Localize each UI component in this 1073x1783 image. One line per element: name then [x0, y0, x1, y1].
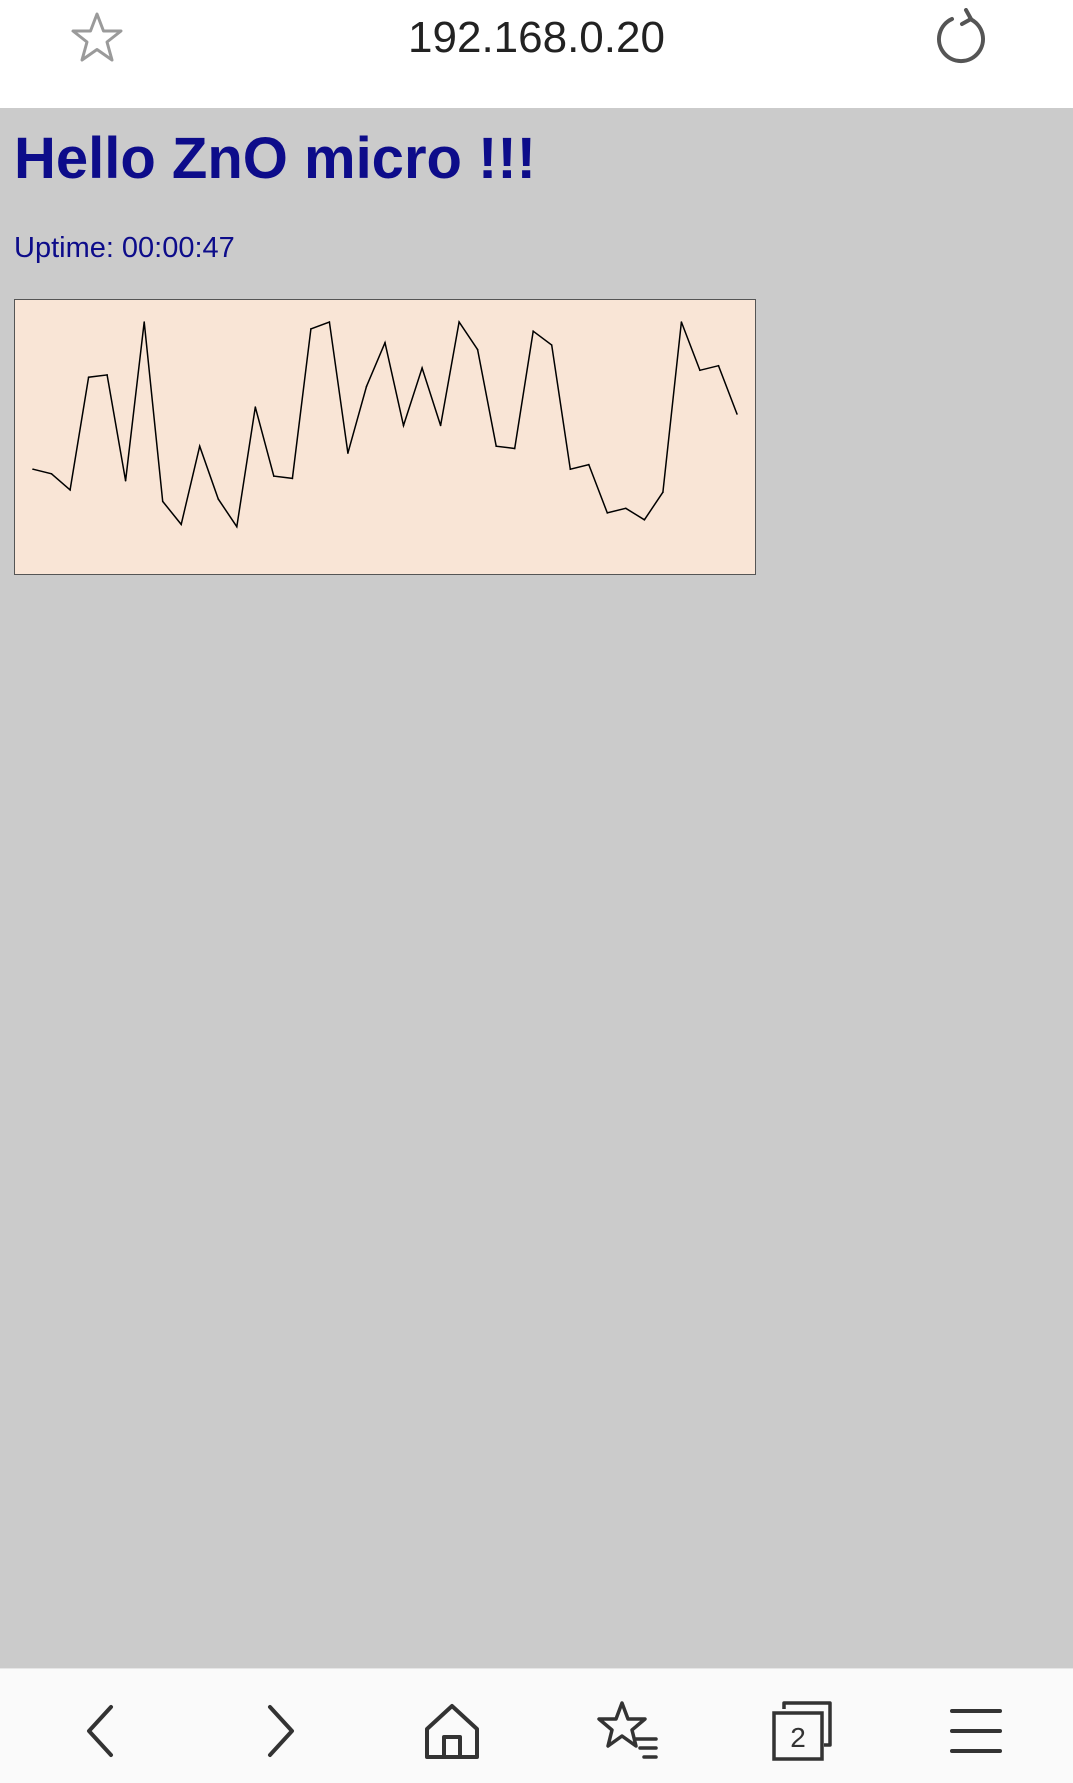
data-point — [736, 413, 738, 415]
data-point — [680, 321, 683, 323]
uptime-label: Uptime: — [14, 232, 114, 264]
data-point — [198, 445, 201, 447]
data-point — [569, 468, 572, 470]
data-point — [606, 512, 609, 514]
data-point — [328, 321, 331, 323]
data-point — [254, 406, 257, 408]
reload-icon[interactable] — [930, 8, 992, 70]
data-point — [32, 468, 34, 470]
data-point — [513, 447, 516, 450]
page-title: Hello ZnO micro !!! — [14, 126, 536, 191]
data-point — [699, 369, 701, 372]
data-point — [476, 348, 479, 351]
data-point — [180, 523, 182, 526]
data-point — [273, 475, 275, 477]
data-point — [662, 491, 664, 493]
data-point — [310, 328, 312, 330]
uptime-value: 00:00:47 — [121, 232, 235, 264]
data-point — [124, 479, 127, 482]
data-point — [402, 424, 405, 427]
data-point — [50, 473, 53, 475]
browser-address-bar: 192.168.0.20 — [0, 0, 1073, 108]
data-point — [143, 321, 145, 323]
data-point — [550, 344, 553, 346]
data-point — [236, 525, 238, 528]
data-point — [384, 341, 386, 344]
data-point — [365, 385, 368, 388]
home-icon[interactable] — [420, 1699, 484, 1763]
tab-count: 2 — [790, 1722, 806, 1753]
series-line — [32, 320, 738, 529]
star-icon[interactable] — [68, 10, 126, 68]
data-point — [439, 424, 442, 427]
data-point — [106, 374, 108, 376]
data-point — [291, 477, 294, 480]
data-point — [87, 376, 90, 378]
data-point — [217, 498, 220, 500]
uptime-chart — [14, 299, 756, 575]
forward-arrow-icon[interactable] — [246, 1699, 310, 1763]
page-content: Hello ZnO micro !!! Uptime: 00:00:47 — [0, 108, 1073, 1668]
data-point — [532, 330, 534, 332]
bookmarks-icon[interactable] — [596, 1699, 660, 1763]
data-point — [717, 364, 720, 367]
data-point — [458, 321, 460, 323]
url-text[interactable]: 192.168.0.20 — [408, 13, 665, 62]
tabs-icon[interactable]: 2 — [770, 1699, 834, 1763]
chart-svg — [32, 320, 738, 529]
data-point — [69, 489, 71, 491]
uptime-text: Uptime: 00:00:47 — [14, 232, 235, 265]
data-point — [625, 507, 627, 510]
data-point — [643, 519, 646, 521]
data-point — [347, 452, 349, 454]
data-point — [421, 367, 423, 369]
data-point — [588, 463, 590, 466]
browser-toolbar: 2 — [0, 1668, 1073, 1783]
data-point — [161, 500, 164, 503]
data-point — [495, 445, 498, 447]
back-arrow-icon[interactable] — [71, 1699, 135, 1763]
menu-icon[interactable] — [944, 1699, 1008, 1763]
